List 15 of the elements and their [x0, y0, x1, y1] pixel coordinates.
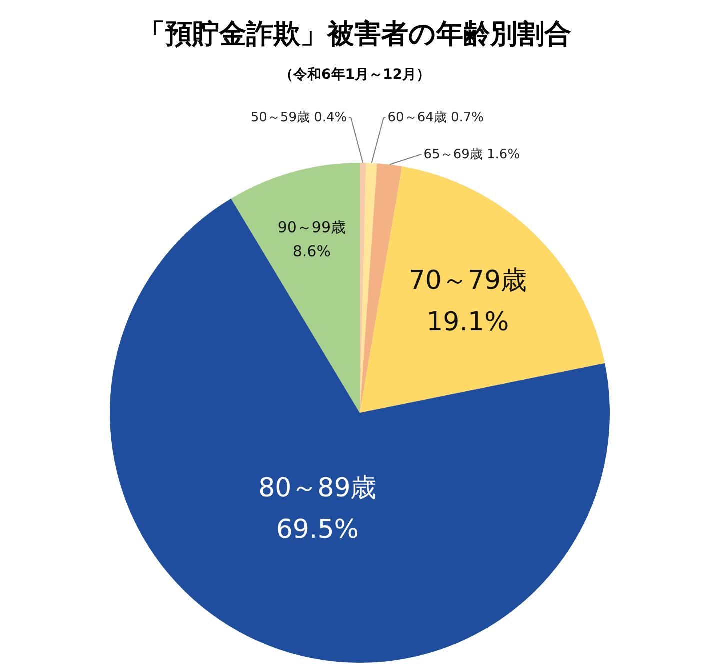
slice-label: 60～64歳 0.7% — [388, 110, 484, 126]
slice-label: 65～69歳 1.6% — [424, 148, 520, 162]
data-label: 8.6% — [292, 242, 331, 261]
data-label: 69.5% — [276, 514, 359, 545]
slice-label: 50～59歳 0.4% — [250, 110, 348, 126]
chart-subtitle: （令和6年1月～12月） — [278, 66, 432, 84]
pie-slice — [360, 164, 402, 413]
pie-slice — [231, 163, 360, 413]
slice-label: 90～99歳 — [278, 218, 346, 237]
pie-slice — [110, 198, 610, 663]
pie-slice — [360, 166, 606, 413]
chart-title: 「預貯金詐欺」被害者の年齢別割合 — [138, 18, 572, 52]
slice-label: 70～79歳 — [408, 266, 528, 296]
data-label: 19.1% — [426, 308, 510, 338]
slice-label: 80～89歳 — [258, 473, 377, 504]
